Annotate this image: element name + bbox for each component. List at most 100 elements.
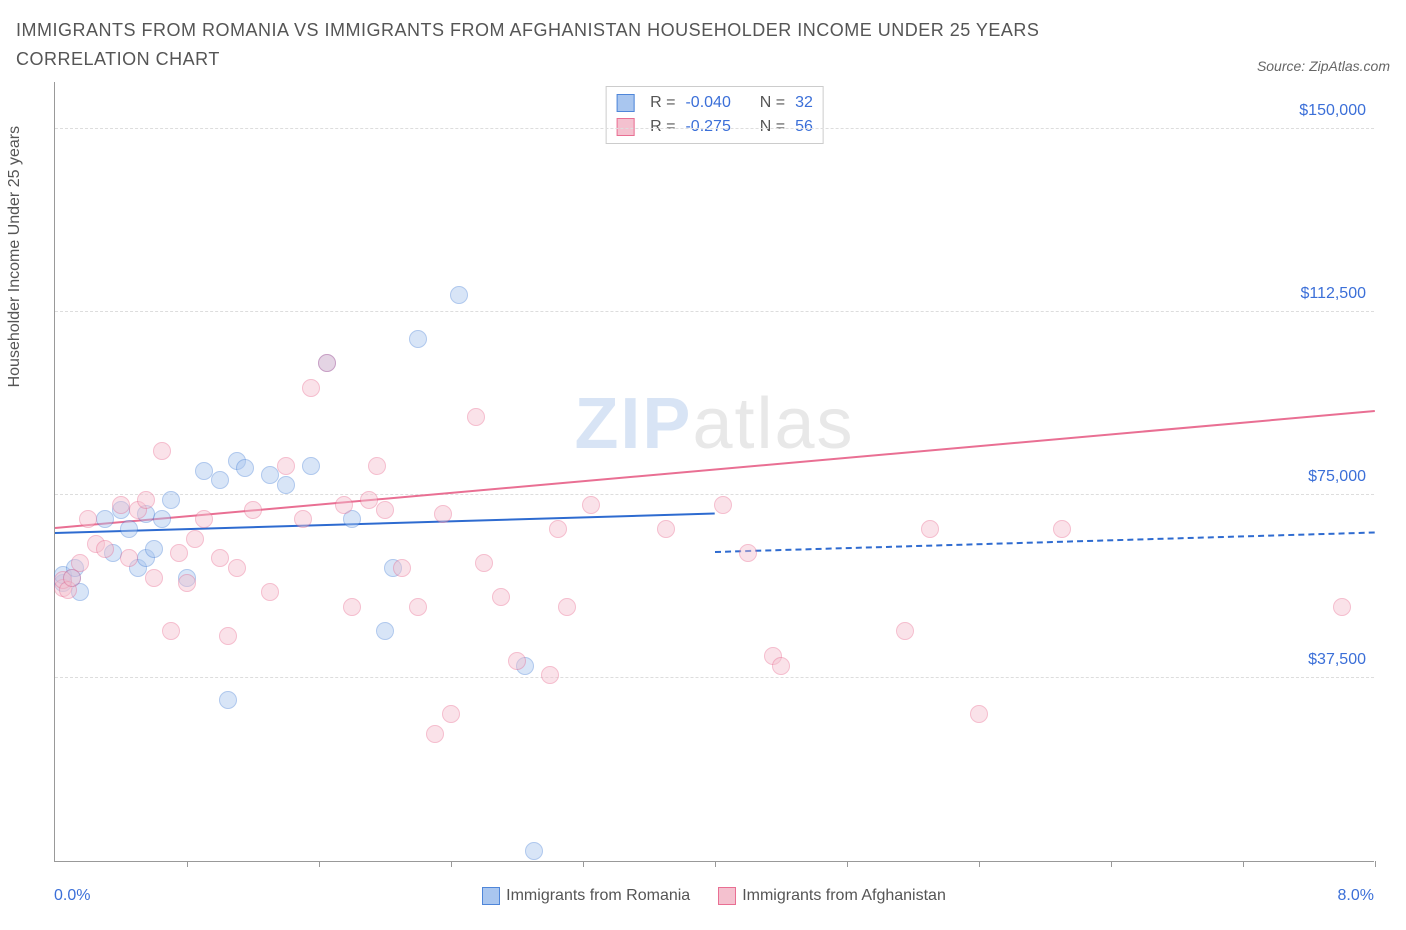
x-tick — [451, 861, 452, 867]
data-point-afghanistan — [294, 510, 312, 528]
stats-row-afghanistan: R = -0.275 N = 56 — [616, 115, 813, 139]
data-point-afghanistan — [657, 520, 675, 538]
swatch-romania — [482, 887, 500, 905]
data-point-afghanistan — [219, 627, 237, 645]
bottom-legend: Immigrants from Romania Immigrants from A… — [482, 887, 946, 905]
data-point-afghanistan — [1333, 598, 1351, 616]
trend-line — [715, 532, 1375, 553]
y-tick-label: $37,500 — [1308, 651, 1366, 669]
swatch-romania — [616, 94, 634, 112]
data-point-afghanistan — [277, 457, 295, 475]
data-point-afghanistan — [178, 574, 196, 592]
data-point-afghanistan — [211, 549, 229, 567]
stats-row-romania: R = -0.040 N = 32 — [616, 91, 813, 115]
data-point-romania — [162, 491, 180, 509]
data-point-romania — [261, 466, 279, 484]
legend-item-afghanistan: Immigrants from Afghanistan — [718, 887, 946, 905]
y-tick-label: $150,000 — [1299, 102, 1366, 120]
chart-container: Householder Income Under 25 years ZIPatl… — [16, 82, 1390, 902]
data-point-romania — [277, 476, 295, 494]
x-tick — [847, 861, 848, 867]
x-tick — [583, 861, 584, 867]
data-point-romania — [236, 459, 254, 477]
data-point-afghanistan — [393, 559, 411, 577]
y-tick-label: $112,500 — [1300, 285, 1366, 303]
data-point-romania — [525, 842, 543, 860]
data-point-afghanistan — [137, 491, 155, 509]
data-point-afghanistan — [318, 354, 336, 372]
data-point-afghanistan — [120, 549, 138, 567]
data-point-afghanistan — [409, 598, 427, 616]
data-point-romania — [211, 471, 229, 489]
data-point-romania — [96, 510, 114, 528]
swatch-afghanistan — [718, 887, 736, 905]
data-point-afghanistan — [896, 622, 914, 640]
x-tick — [187, 861, 188, 867]
data-point-romania — [195, 462, 213, 480]
data-point-afghanistan — [195, 510, 213, 528]
data-point-afghanistan — [302, 379, 320, 397]
data-point-romania — [450, 286, 468, 304]
watermark: ZIPatlas — [574, 383, 854, 465]
data-point-afghanistan — [335, 496, 353, 514]
data-point-afghanistan — [186, 530, 204, 548]
x-tick — [1375, 861, 1376, 867]
data-point-afghanistan — [434, 505, 452, 523]
data-point-romania — [219, 691, 237, 709]
data-point-afghanistan — [467, 408, 485, 426]
data-point-afghanistan — [145, 569, 163, 587]
data-point-afghanistan — [426, 725, 444, 743]
data-point-afghanistan — [79, 510, 97, 528]
data-point-afghanistan — [228, 559, 246, 577]
data-point-afghanistan — [244, 501, 262, 519]
data-point-romania — [153, 510, 171, 528]
data-point-afghanistan — [582, 496, 600, 514]
legend-item-romania: Immigrants from Romania — [482, 887, 690, 905]
y-axis-label: Householder Income Under 25 years — [6, 126, 24, 387]
data-point-afghanistan — [112, 496, 130, 514]
data-point-afghanistan — [739, 544, 757, 562]
data-point-afghanistan — [508, 652, 526, 670]
x-tick — [319, 861, 320, 867]
data-point-afghanistan — [360, 491, 378, 509]
data-point-afghanistan — [1053, 520, 1071, 538]
data-point-romania — [376, 622, 394, 640]
data-point-afghanistan — [261, 583, 279, 601]
gridline — [55, 494, 1374, 495]
x-tick — [715, 861, 716, 867]
data-point-afghanistan — [549, 520, 567, 538]
swatch-afghanistan — [616, 118, 634, 136]
data-point-afghanistan — [96, 540, 114, 558]
data-point-afghanistan — [970, 705, 988, 723]
source-label: Source: ZipAtlas.com — [1257, 58, 1390, 74]
data-point-afghanistan — [558, 598, 576, 616]
data-point-afghanistan — [442, 705, 460, 723]
x-tick — [979, 861, 980, 867]
plot-area: ZIPatlas R = -0.040 N = 32R = -0.275 N =… — [54, 82, 1374, 862]
x-tick — [1111, 861, 1112, 867]
y-tick-label: $75,000 — [1308, 468, 1366, 486]
data-point-afghanistan — [492, 588, 510, 606]
data-point-afghanistan — [368, 457, 386, 475]
data-point-romania — [302, 457, 320, 475]
data-point-afghanistan — [541, 666, 559, 684]
data-point-afghanistan — [170, 544, 188, 562]
data-point-afghanistan — [921, 520, 939, 538]
data-point-afghanistan — [475, 554, 493, 572]
data-point-romania — [409, 330, 427, 348]
correlation-stats-box: R = -0.040 N = 32R = -0.275 N = 56 — [605, 86, 824, 144]
gridline — [55, 677, 1374, 678]
x-axis-row: 0.0% Immigrants from RomaniaImmigrants f… — [54, 887, 1374, 905]
chart-title: IMMIGRANTS FROM ROMANIA VS IMMIGRANTS FR… — [16, 16, 1166, 74]
x-tick — [1243, 861, 1244, 867]
gridline — [55, 311, 1374, 312]
data-point-afghanistan — [153, 442, 171, 460]
data-point-romania — [145, 540, 163, 558]
data-point-afghanistan — [162, 622, 180, 640]
data-point-afghanistan — [772, 657, 790, 675]
x-axis-end: 8.0% — [1338, 887, 1374, 905]
data-point-afghanistan — [714, 496, 732, 514]
gridline — [55, 128, 1374, 129]
data-point-afghanistan — [71, 554, 89, 572]
x-axis-start: 0.0% — [54, 887, 90, 905]
